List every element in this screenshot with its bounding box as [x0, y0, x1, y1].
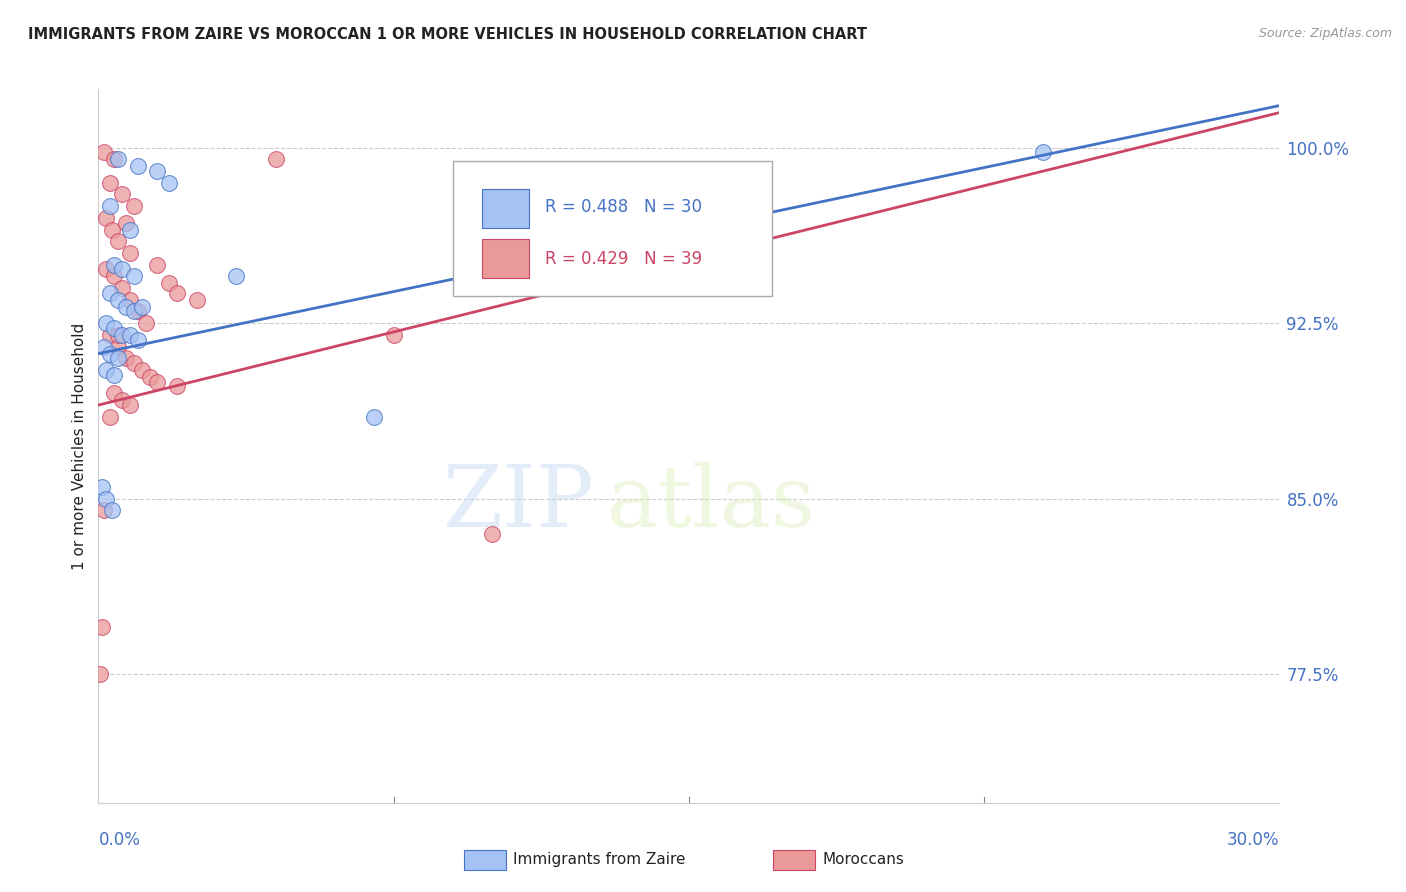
Point [382, 327, 405, 342]
Point [138, 370, 160, 384]
Point [118, 246, 141, 260]
Point [166, 379, 188, 393]
Point [93, 340, 115, 354]
Point [481, 526, 503, 541]
Point [96, 262, 118, 277]
Point [91, 480, 114, 494]
Point [225, 269, 247, 284]
Point [166, 285, 188, 300]
Point [131, 300, 153, 314]
Point [103, 258, 125, 272]
Point [115, 300, 138, 314]
Text: R = 0.429   N = 39: R = 0.429 N = 39 [546, 250, 702, 268]
Point [146, 164, 169, 178]
Point [157, 277, 180, 291]
Point [122, 356, 145, 370]
FancyBboxPatch shape [453, 161, 772, 296]
Text: IMMIGRANTS FROM ZAIRE VS MOROCCAN 1 OR MORE VEHICLES IN HOUSEHOLD CORRELATION CH: IMMIGRANTS FROM ZAIRE VS MOROCCAN 1 OR M… [28, 27, 868, 42]
Point [101, 222, 124, 236]
Point [146, 375, 169, 389]
Point [93, 503, 115, 517]
Point [103, 153, 125, 167]
Point [363, 409, 385, 424]
Point [118, 398, 141, 412]
Point [107, 351, 129, 366]
Point [115, 216, 138, 230]
Point [118, 293, 141, 307]
Point [111, 281, 134, 295]
Point [131, 363, 153, 377]
Text: atlas: atlas [606, 461, 815, 545]
Point [122, 304, 145, 318]
Point [135, 316, 157, 330]
Point [122, 199, 145, 213]
Point [107, 327, 129, 342]
Point [96, 363, 118, 377]
Point [157, 176, 180, 190]
Point [111, 393, 134, 408]
Point [107, 153, 129, 167]
Point [146, 258, 169, 272]
Point [127, 160, 149, 174]
Bar [482, 239, 530, 278]
Text: 30.0%: 30.0% [1227, 831, 1279, 849]
Bar [482, 189, 530, 228]
Point [1032, 145, 1054, 160]
Point [111, 187, 134, 202]
Text: Immigrants from Zaire: Immigrants from Zaire [513, 853, 686, 867]
Point [115, 351, 138, 366]
Point [118, 327, 141, 342]
Point [98, 285, 121, 300]
Point [89, 667, 111, 681]
Point [98, 346, 121, 360]
Text: ZIP: ZIP [443, 461, 595, 545]
Point [101, 503, 124, 517]
Point [107, 340, 129, 354]
Point [93, 145, 115, 160]
Point [91, 620, 114, 634]
Text: R = 0.488   N = 30: R = 0.488 N = 30 [546, 198, 702, 216]
Point [264, 153, 287, 167]
Point [122, 269, 145, 284]
Point [98, 409, 121, 424]
Point [111, 327, 134, 342]
Point [103, 386, 125, 401]
Point [103, 321, 125, 335]
Point [111, 262, 134, 277]
Point [96, 491, 118, 506]
Point [98, 327, 121, 342]
Text: 0.0%: 0.0% [98, 831, 141, 849]
Point [127, 333, 149, 347]
Point [98, 176, 121, 190]
Point [96, 211, 118, 225]
Text: Source: ZipAtlas.com: Source: ZipAtlas.com [1258, 27, 1392, 40]
Point [98, 199, 121, 213]
Point [118, 222, 141, 236]
Point [103, 368, 125, 382]
Point [96, 316, 118, 330]
Text: Moroccans: Moroccans [823, 853, 904, 867]
Point [107, 234, 129, 248]
Y-axis label: 1 or more Vehicles in Household: 1 or more Vehicles in Household [72, 322, 87, 570]
Point [127, 304, 149, 318]
Point [107, 293, 129, 307]
Point [186, 293, 208, 307]
Point [103, 269, 125, 284]
